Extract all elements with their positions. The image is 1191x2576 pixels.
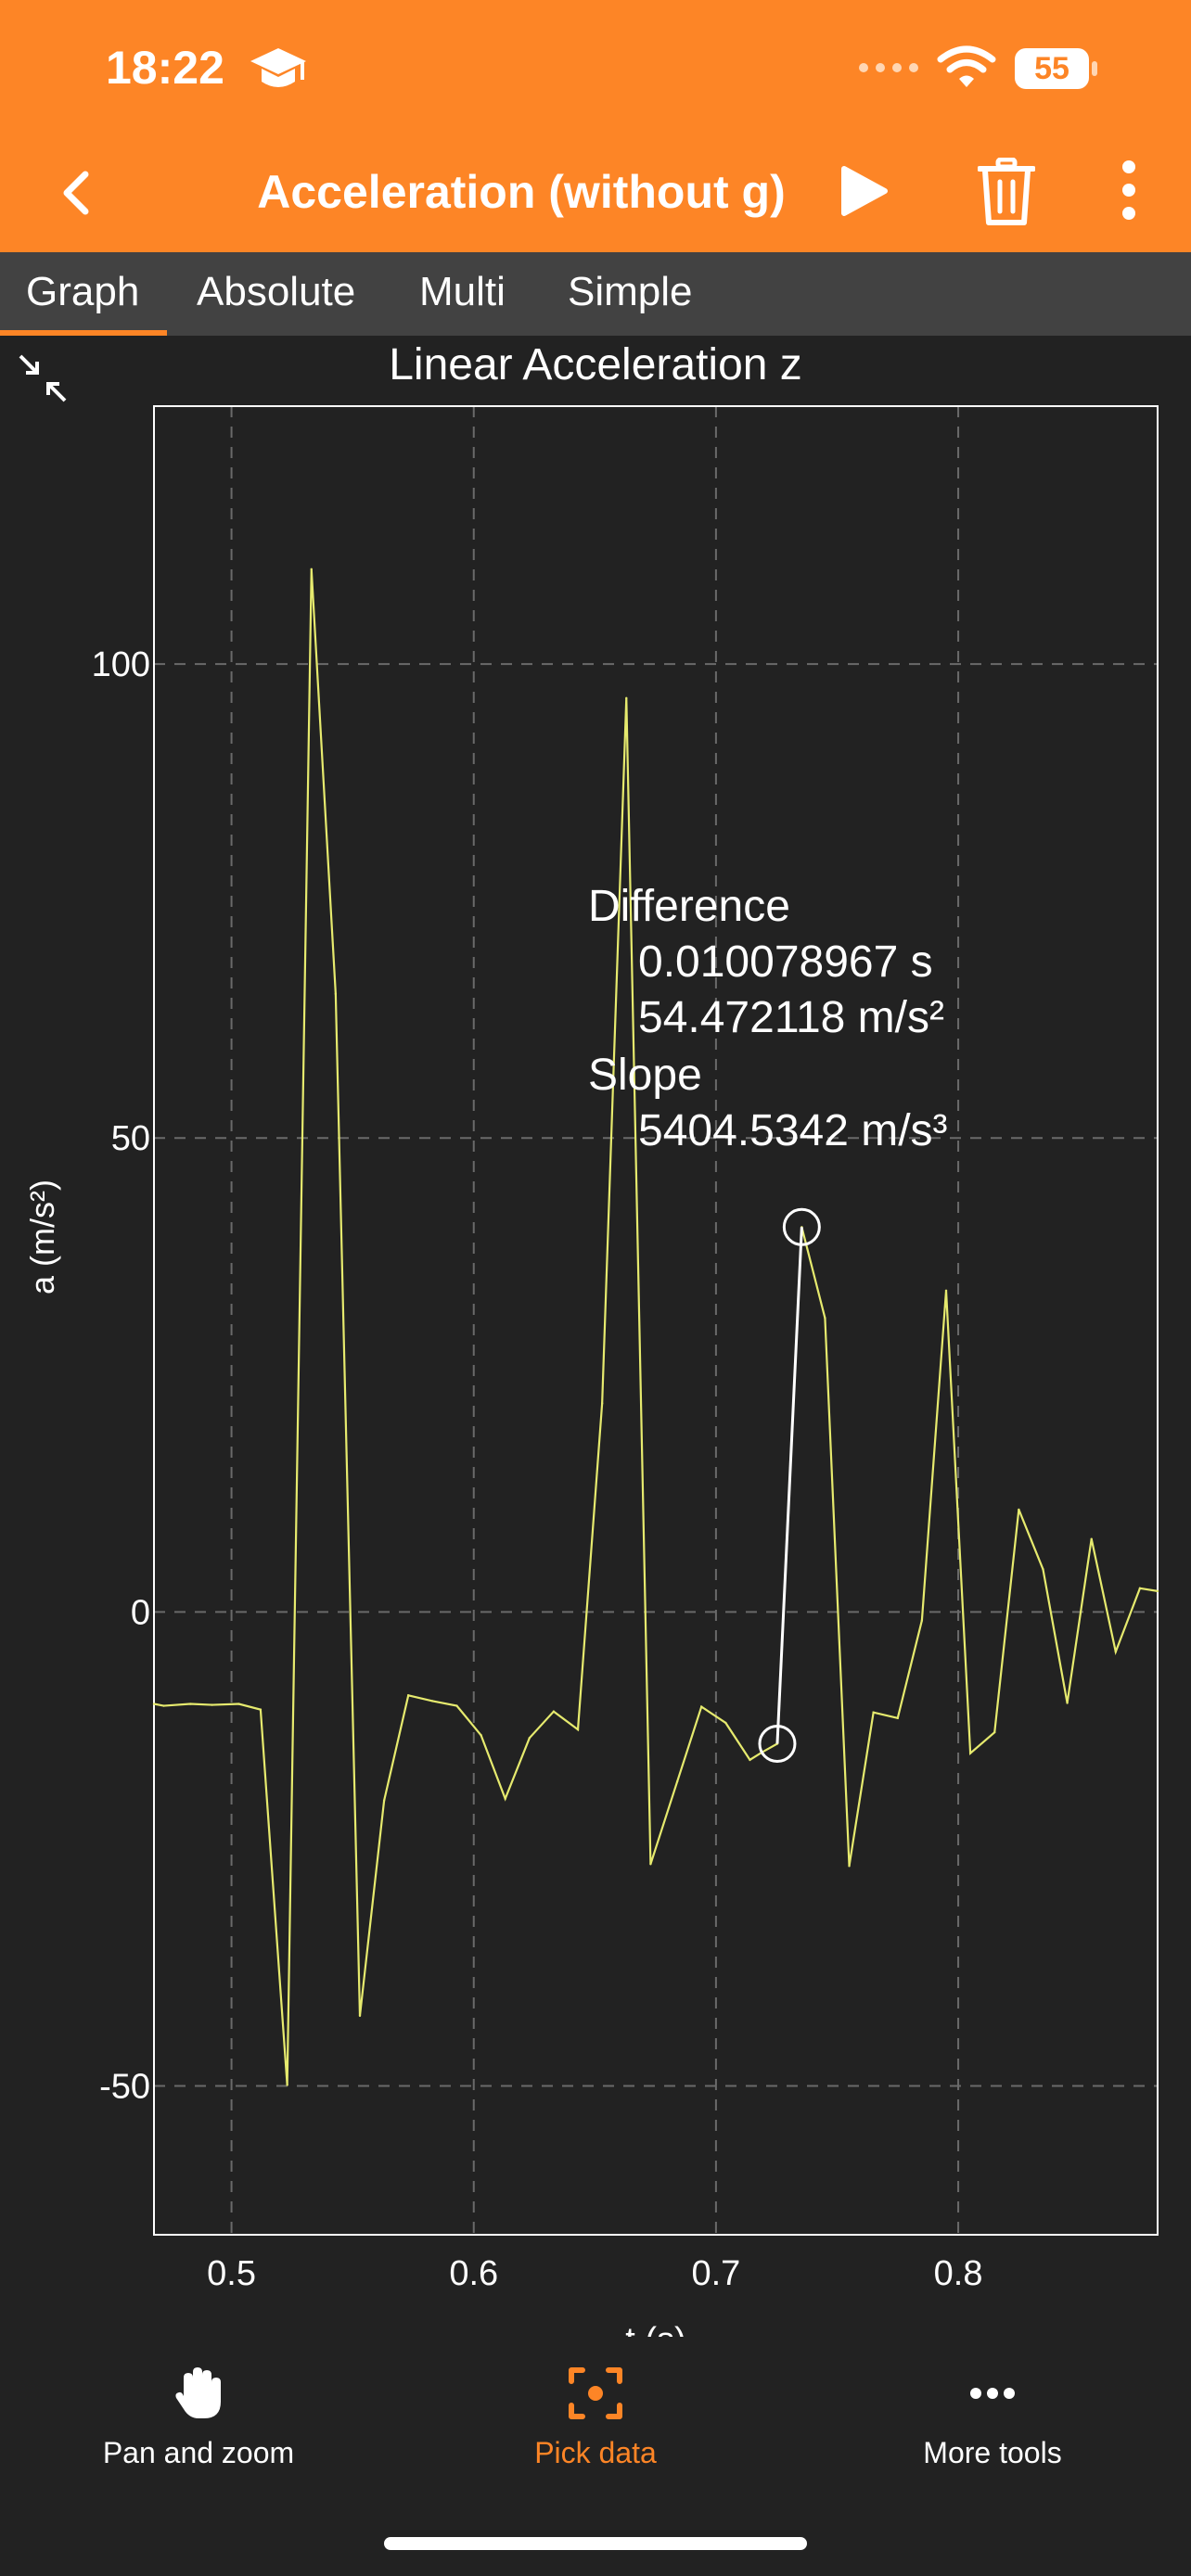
trash-icon (977, 157, 1036, 225)
data-point (675, 1780, 679, 1783)
chart-plot[interactable]: 0.5 0.6 0.7 0.8 -50 0 50 100 a (m/s²) t (s) (0, 336, 1191, 2337)
data-point (872, 1711, 875, 1714)
wifi-icon (937, 45, 996, 94)
x-axis-label: t (s) (625, 2321, 685, 2337)
tab-simple[interactable]: Simple (568, 269, 693, 314)
overflow-menu-button[interactable] (1115, 158, 1143, 227)
active-tab-indicator (0, 330, 167, 336)
data-point (211, 1703, 213, 1706)
data-point (286, 2084, 288, 2086)
data-point (407, 1694, 410, 1697)
status-time: 18:22 (106, 42, 224, 94)
data-point (334, 992, 338, 996)
more-vertical-icon (1122, 160, 1135, 220)
tab-multi[interactable]: Multi (419, 269, 506, 314)
data-point (944, 1289, 948, 1292)
collapse-button[interactable] (17, 352, 69, 409)
data-point (968, 1752, 972, 1754)
y-tick-label: 0 (131, 1593, 150, 1632)
view-tabs: Graph Absolute Multi Simple (0, 252, 1191, 336)
series-line (153, 568, 1159, 2085)
data-point (188, 1702, 192, 1705)
data-point (310, 567, 313, 571)
y-tick-label: -50 (99, 2068, 150, 2107)
data-point (1042, 1568, 1044, 1571)
y-axis-label: a (m/s²) (23, 1180, 61, 1294)
pick-data-tool[interactable]: Pick data (456, 2365, 735, 2470)
pan-zoom-tool[interactable]: Pan and zoom (59, 2365, 338, 2470)
data-point (625, 696, 628, 700)
data-point (649, 1863, 652, 1866)
difference-label: Difference (588, 882, 790, 931)
delete-button[interactable] (977, 157, 1036, 231)
data-point (1114, 1651, 1118, 1653)
y-tick-label: 50 (111, 1119, 150, 1158)
difference-line (775, 1227, 803, 1744)
data-point (1018, 1508, 1020, 1511)
data-point (259, 1708, 263, 1711)
more-tools-label: More tools (923, 2436, 1062, 2469)
data-point (358, 2014, 362, 2018)
tab-graph[interactable]: Graph (26, 269, 140, 314)
pick-marker-start[interactable] (758, 1724, 797, 1763)
x-tick-label: 0.6 (449, 2254, 498, 2293)
plot-frame (153, 405, 1159, 2236)
hand-icon (175, 2367, 221, 2418)
slope-label: Slope (588, 1051, 702, 1100)
data-point (749, 1758, 751, 1762)
chart-title: Linear Acceleration z (389, 340, 802, 389)
data-point (848, 1865, 851, 1868)
data-point (504, 1797, 506, 1800)
page-title: Acceleration (without g) (257, 166, 786, 218)
collapse-icon (19, 354, 67, 402)
data-point (993, 1730, 996, 1734)
app-header: 18:22 55 Acceleration (without g) (0, 0, 1191, 252)
data-point (600, 1402, 604, 1405)
data-point (552, 1710, 556, 1713)
data-point (1138, 1587, 1142, 1589)
cellular-dots-icon (857, 61, 922, 79)
chevron-left-icon (63, 171, 89, 215)
data-point (162, 1704, 165, 1707)
tab-absolute[interactable]: Absolute (197, 269, 356, 314)
data-point (920, 1619, 924, 1622)
back-button[interactable] (54, 167, 100, 219)
data-point (1156, 1589, 1159, 1593)
target-icon (569, 2367, 622, 2419)
data-point (700, 1705, 703, 1708)
play-icon (841, 166, 888, 216)
data-point (528, 1737, 531, 1740)
data-point (576, 1728, 580, 1731)
data-point (724, 1721, 727, 1725)
pick-marker-end[interactable] (782, 1207, 821, 1246)
x-tick-label: 0.8 (934, 2254, 983, 2293)
data-point (1090, 1537, 1093, 1540)
data-point (382, 1799, 386, 1802)
pan-zoom-label: Pan and zoom (102, 2436, 295, 2469)
pick-data-label: Pick data (534, 2436, 657, 2469)
data-point (480, 1734, 482, 1737)
play-button[interactable] (839, 163, 890, 223)
home-indicator (384, 2537, 807, 2550)
difference-acceleration: 54.472118 m/s² (638, 993, 944, 1042)
data-point (431, 1700, 434, 1702)
data-point (1066, 1702, 1069, 1704)
y-tick-label: 100 (92, 645, 150, 684)
x-tick-label: 0.7 (691, 2254, 740, 2293)
data-point (152, 1702, 156, 1705)
more-tools-tool[interactable]: More tools (853, 2365, 1132, 2470)
more-horizontal-icon (970, 2388, 1015, 2399)
data-point (237, 1702, 240, 1705)
battery-level: 55 (1034, 51, 1069, 86)
slope-value: 5404.5342 m/s³ (638, 1106, 948, 1155)
graduation-cap-icon (249, 45, 308, 101)
x-tick-label: 0.5 (207, 2254, 256, 2293)
difference-time: 0.010078967 s (638, 937, 933, 987)
data-point (824, 1317, 826, 1320)
data-point (455, 1704, 458, 1707)
data-point (896, 1716, 899, 1720)
